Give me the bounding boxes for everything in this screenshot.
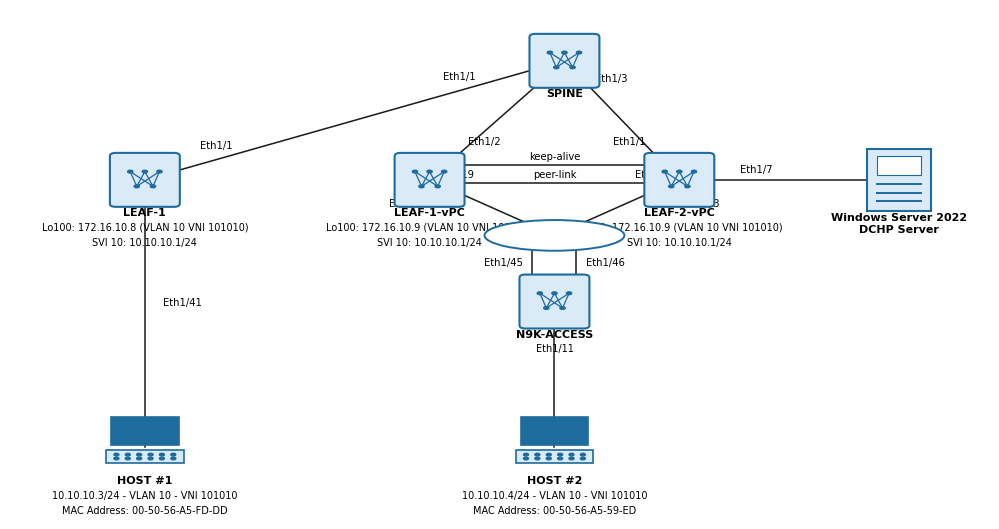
Text: SPINE: SPINE — [545, 89, 583, 99]
Text: SVI 10: 10.10.10.1/24: SVI 10: 10.10.10.1/24 — [627, 238, 731, 248]
Circle shape — [546, 457, 551, 460]
Text: peer-link: peer-link — [532, 170, 576, 180]
Text: HOST #2: HOST #2 — [526, 476, 582, 486]
Circle shape — [134, 185, 139, 188]
Circle shape — [137, 457, 142, 460]
Text: Eth1/3: Eth1/3 — [594, 75, 627, 84]
Circle shape — [561, 51, 567, 54]
Text: Eth1/41: Eth1/41 — [163, 298, 202, 308]
Text: 10.10.10.4/24 - VLAN 10 - VNI 101010: 10.10.10.4/24 - VLAN 10 - VNI 101010 — [462, 491, 647, 501]
Circle shape — [142, 170, 148, 173]
Circle shape — [151, 185, 156, 188]
Circle shape — [157, 170, 162, 173]
Circle shape — [436, 185, 441, 188]
Circle shape — [662, 170, 667, 173]
Text: HOST #1: HOST #1 — [117, 476, 173, 486]
Text: keep-alive: keep-alive — [528, 152, 580, 162]
Text: Eth1/45: Eth1/45 — [484, 259, 522, 268]
Text: LEAF-1-vPC: LEAF-1-vPC — [395, 208, 465, 218]
Circle shape — [580, 453, 585, 456]
Text: MAC Address: 00-50-56-A5-FD-DD: MAC Address: 00-50-56-A5-FD-DD — [62, 506, 228, 516]
Circle shape — [160, 457, 165, 460]
Circle shape — [668, 185, 673, 188]
Circle shape — [413, 170, 418, 173]
Text: Eth1/2: Eth1/2 — [539, 75, 572, 84]
Text: Lo100: 172.16.10.9 (VLAN 10 VNI 101010): Lo100: 172.16.10.9 (VLAN 10 VNI 101010) — [576, 223, 782, 233]
Circle shape — [551, 292, 557, 295]
Text: Eth1/46: Eth1/46 — [586, 259, 625, 268]
Circle shape — [576, 51, 581, 54]
Circle shape — [537, 292, 542, 295]
Text: Lo100: 172.16.10.8 (VLAN 10 VNI 101010): Lo100: 172.16.10.8 (VLAN 10 VNI 101010) — [42, 223, 248, 233]
FancyBboxPatch shape — [520, 417, 588, 444]
Circle shape — [570, 66, 575, 69]
Circle shape — [685, 185, 690, 188]
Circle shape — [427, 170, 433, 173]
Text: vPC Po10: vPC Po10 — [528, 231, 580, 240]
Text: Eth1/2: Eth1/2 — [469, 138, 500, 148]
Text: Windows Server 2022
DCHP Server: Windows Server 2022 DCHP Server — [831, 213, 967, 235]
Text: SVI 10: 10.10.10.1/24: SVI 10: 10.10.10.1/24 — [93, 238, 197, 248]
Text: Lo100: 172.16.10.9 (VLAN 10 VNI 101010): Lo100: 172.16.10.9 (VLAN 10 VNI 101010) — [327, 223, 532, 233]
FancyBboxPatch shape — [877, 156, 921, 175]
Circle shape — [569, 453, 574, 456]
FancyBboxPatch shape — [515, 450, 593, 463]
FancyBboxPatch shape — [644, 153, 714, 207]
Text: LEAF-2-vPC: LEAF-2-vPC — [644, 208, 714, 218]
FancyBboxPatch shape — [110, 153, 180, 207]
Circle shape — [566, 292, 571, 295]
Circle shape — [125, 453, 130, 456]
Circle shape — [125, 457, 130, 460]
FancyBboxPatch shape — [395, 153, 465, 207]
Circle shape — [171, 457, 176, 460]
Circle shape — [557, 453, 562, 456]
Circle shape — [569, 457, 574, 460]
Text: N9K-ACCESS: N9K-ACCESS — [515, 330, 593, 340]
Circle shape — [580, 457, 585, 460]
Circle shape — [534, 457, 539, 460]
Circle shape — [128, 170, 133, 173]
Text: Eth1/1: Eth1/1 — [200, 141, 232, 151]
Text: SVI 10: 10.10.10.1/24: SVI 10: 10.10.10.1/24 — [378, 238, 482, 248]
Circle shape — [137, 453, 142, 456]
Circle shape — [534, 453, 539, 456]
Text: Eth1/1: Eth1/1 — [613, 138, 645, 148]
Text: Eth1/1: Eth1/1 — [443, 72, 476, 82]
Text: LEAF-1: LEAF-1 — [124, 208, 166, 218]
Circle shape — [547, 51, 552, 54]
Circle shape — [557, 457, 562, 460]
Circle shape — [543, 307, 548, 309]
Circle shape — [160, 453, 165, 456]
Circle shape — [148, 453, 153, 456]
Circle shape — [148, 457, 153, 460]
Circle shape — [523, 457, 528, 460]
Circle shape — [553, 66, 558, 69]
FancyBboxPatch shape — [106, 450, 184, 463]
FancyBboxPatch shape — [867, 149, 931, 211]
Text: Eth1/3: Eth1/3 — [389, 199, 422, 209]
Text: Eth1/19: Eth1/19 — [635, 170, 674, 180]
Text: MAC Address: 00-50-56-A5-59-ED: MAC Address: 00-50-56-A5-59-ED — [473, 506, 636, 516]
Circle shape — [546, 453, 551, 456]
Text: Eth1/3: Eth1/3 — [687, 199, 720, 209]
Circle shape — [114, 457, 119, 460]
FancyBboxPatch shape — [111, 417, 179, 444]
Circle shape — [691, 170, 696, 173]
Text: Eth1/11: Eth1/11 — [535, 344, 573, 354]
Ellipse shape — [485, 220, 624, 251]
FancyBboxPatch shape — [519, 275, 589, 329]
Circle shape — [442, 170, 447, 173]
Circle shape — [523, 453, 528, 456]
Text: Eth1/19: Eth1/19 — [435, 170, 474, 180]
Circle shape — [419, 185, 424, 188]
Circle shape — [114, 453, 119, 456]
Circle shape — [560, 307, 565, 309]
FancyBboxPatch shape — [529, 34, 599, 88]
Circle shape — [171, 453, 176, 456]
Text: Eth1/7: Eth1/7 — [740, 165, 772, 175]
Text: 10.10.10.3/24 - VLAN 10 - VNI 101010: 10.10.10.3/24 - VLAN 10 - VNI 101010 — [52, 491, 238, 501]
Circle shape — [676, 170, 682, 173]
